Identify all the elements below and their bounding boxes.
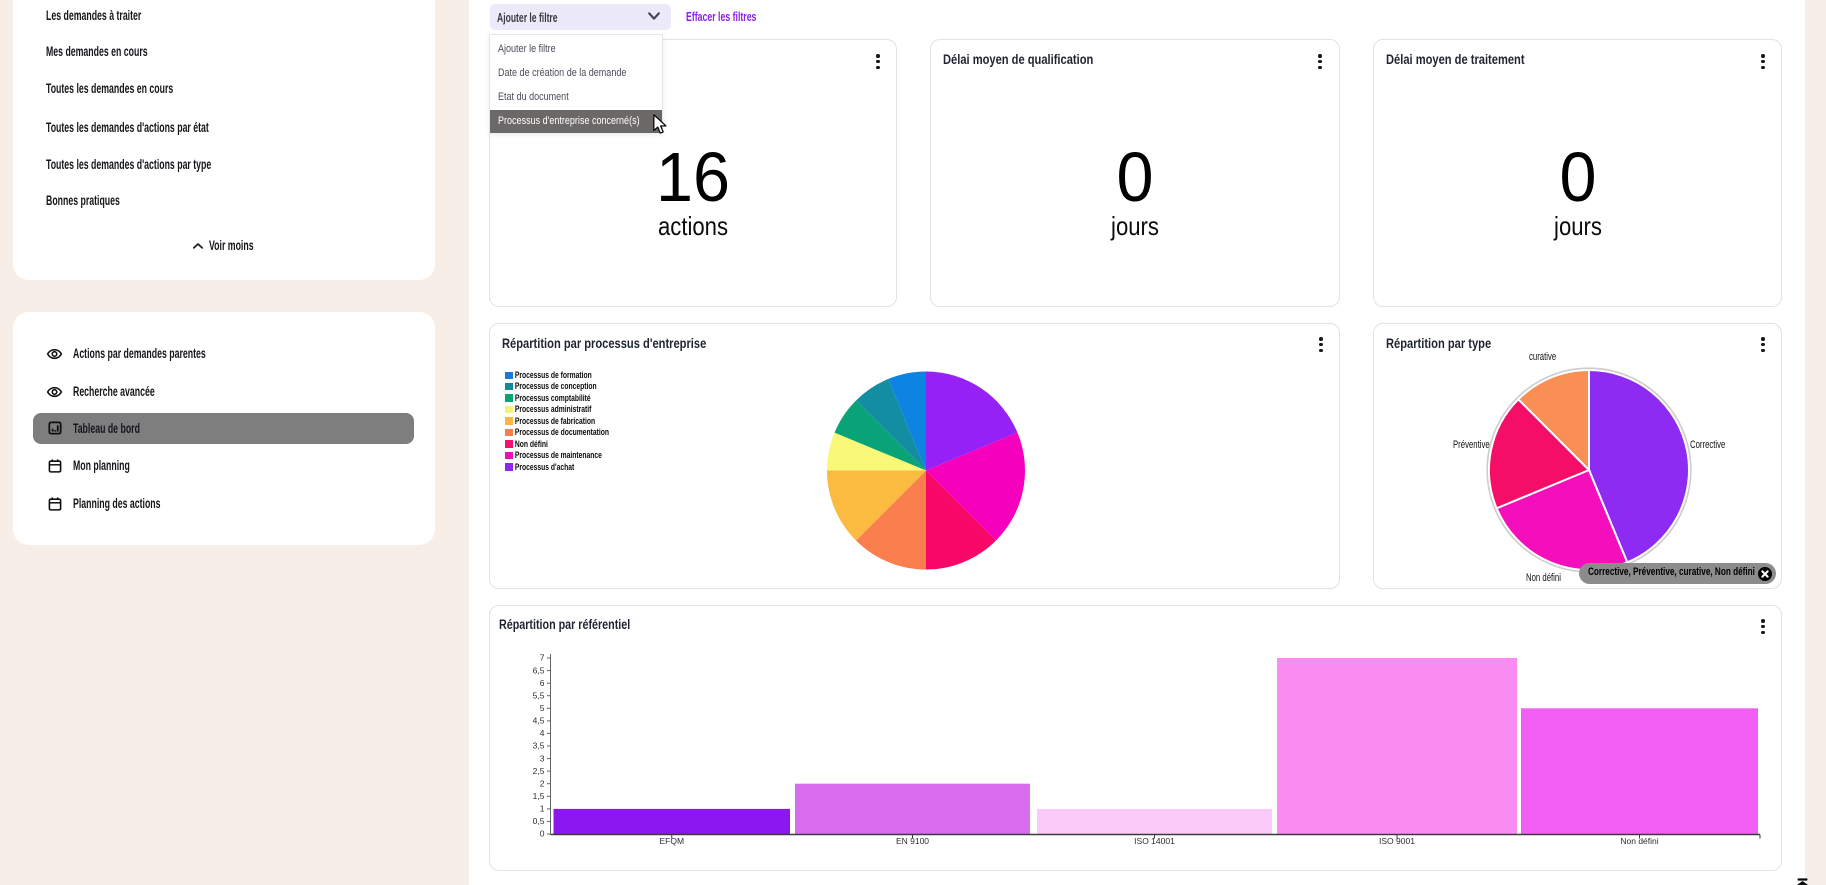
- svg-text:0: 0: [540, 829, 545, 839]
- svg-text:ISO 14001: ISO 14001: [1134, 836, 1175, 846]
- svg-text:ISO 9001: ISO 9001: [1379, 836, 1415, 846]
- svg-text:EFQM: EFQM: [659, 836, 684, 846]
- svg-text:3,5: 3,5: [533, 741, 545, 751]
- svg-text:6: 6: [540, 678, 545, 688]
- svg-text:3: 3: [540, 753, 545, 763]
- svg-text:2: 2: [540, 778, 545, 788]
- svg-text:5: 5: [540, 703, 545, 713]
- svg-text:4,5: 4,5: [533, 716, 545, 726]
- svg-text:1: 1: [540, 804, 545, 814]
- svg-text:5,5: 5,5: [533, 690, 545, 700]
- svg-text:Non défini: Non défini: [1620, 836, 1658, 846]
- svg-text:6,5: 6,5: [533, 665, 545, 675]
- svg-text:1,5: 1,5: [533, 791, 545, 801]
- svg-text:0,5: 0,5: [533, 816, 545, 826]
- svg-text:EN 9100: EN 9100: [896, 836, 929, 846]
- svg-text:7: 7: [540, 653, 545, 663]
- svg-text:4: 4: [540, 728, 545, 738]
- svg-text:2,5: 2,5: [533, 766, 545, 776]
